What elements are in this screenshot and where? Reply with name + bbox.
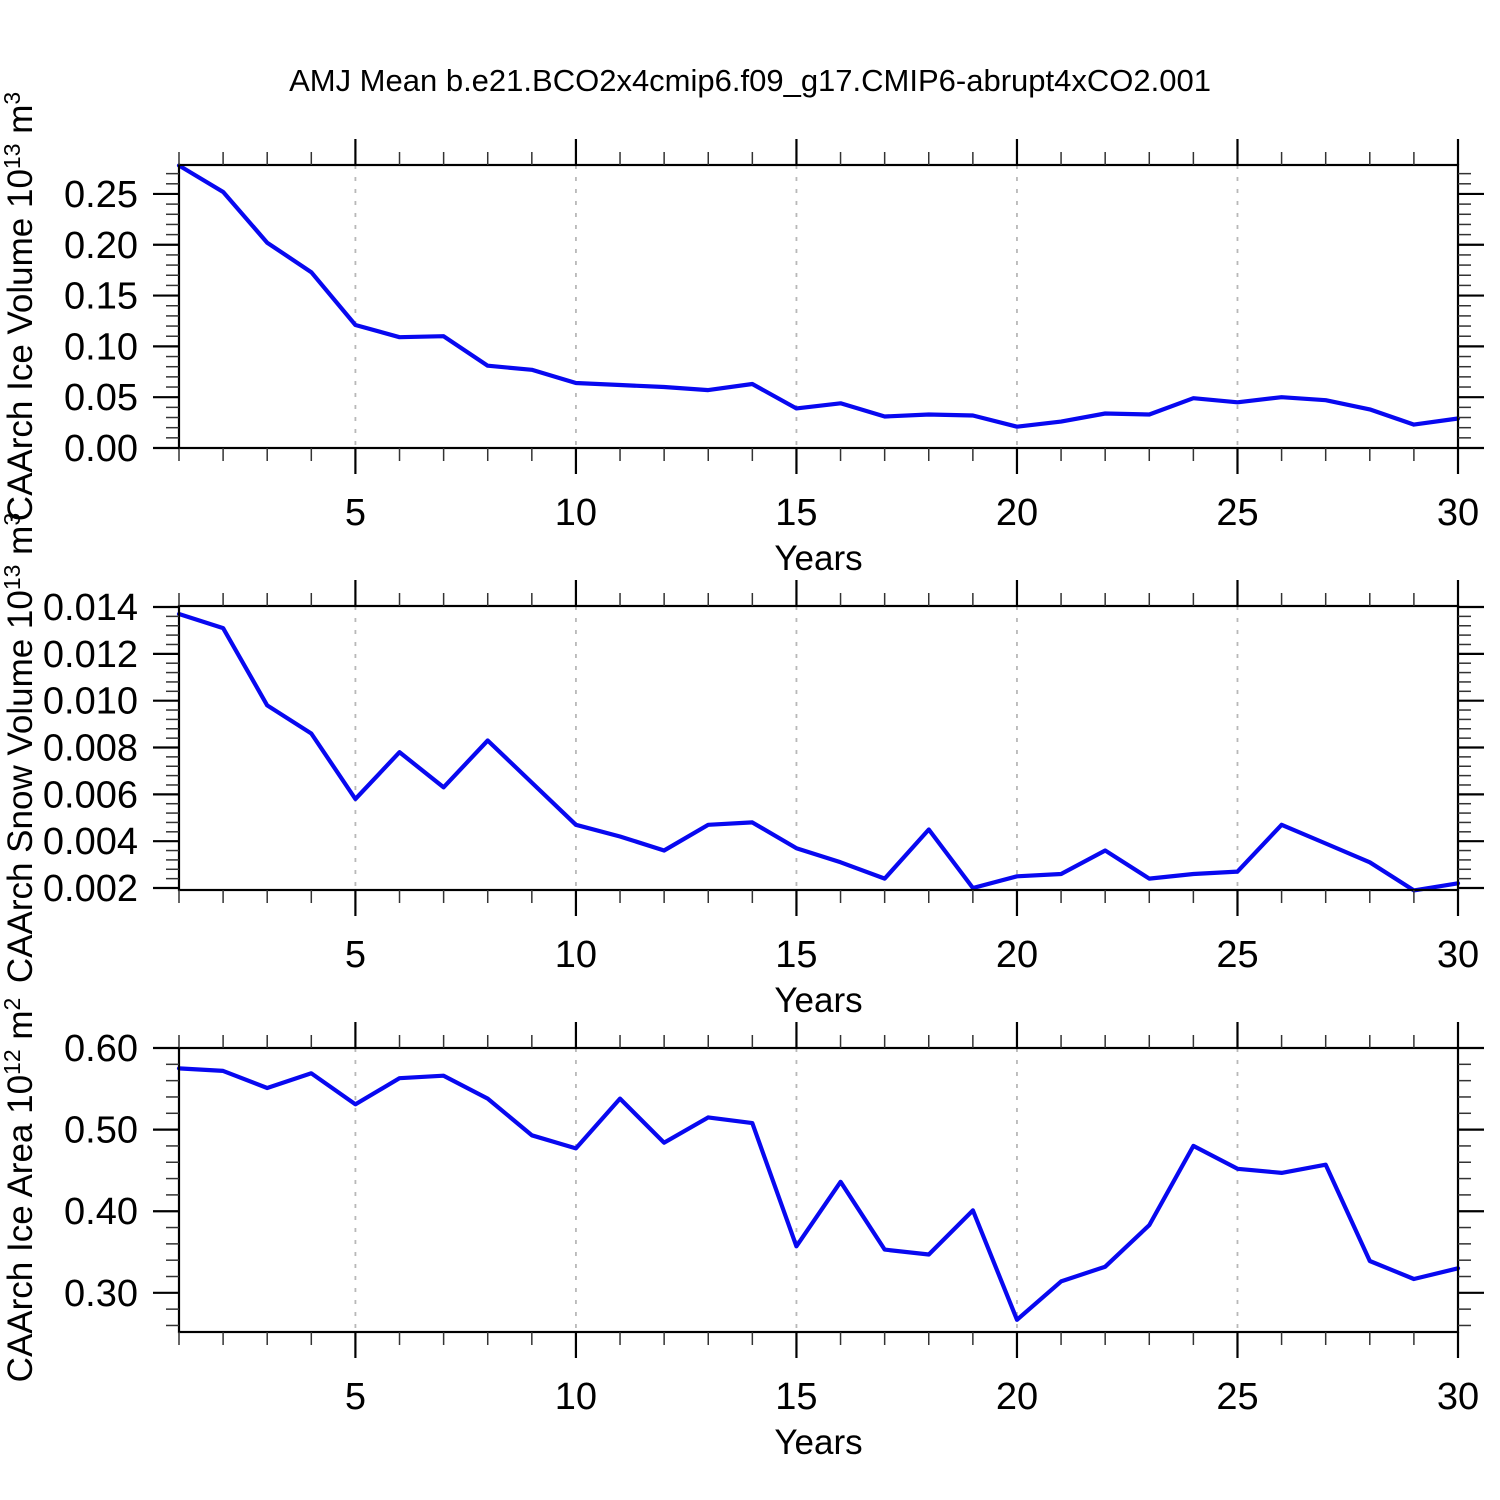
x-gridlines <box>354 165 1239 448</box>
y-tick-label: 0.006 <box>43 774 138 816</box>
x-axis-title: Years <box>774 981 862 1020</box>
plot-frame <box>177 604 1460 892</box>
x-tick-label: 20 <box>996 1376 1038 1418</box>
y-tick-label: 0.014 <box>43 587 138 629</box>
y-tick-label: 0.008 <box>43 728 138 770</box>
ticks <box>153 1022 1484 1358</box>
y-tick-label: 0.40 <box>64 1191 138 1233</box>
y-tick-label: 0.002 <box>43 868 138 910</box>
x-tick-label: 5 <box>345 1376 366 1418</box>
x-tick-label: 30 <box>1437 1376 1479 1418</box>
x-axis-title: Years <box>774 539 862 578</box>
caarch-ice-volume-panel: 5 10 15 20 25 30 0.00 0.05 0.10 0.15 0.20 0.25 Years… <box>0 92 1484 578</box>
y-tick-label: 0.004 <box>43 821 138 863</box>
y-tick-label: 0.25 <box>64 174 138 216</box>
x-tick-label: 25 <box>1216 492 1258 534</box>
y-tick-label: 0.010 <box>43 681 138 723</box>
y-axis-title: CAArch Snow Volume 1013 m3 <box>0 513 40 983</box>
y-axis-title: CAArch Ice Volume 1013 m3 <box>0 92 40 521</box>
y-tick-label: 0.012 <box>43 634 138 676</box>
caarch-ice-area-panel: 5 10 15 20 25 30 0.30 0.40 0.50 0.60 Years CAArch I… <box>0 998 1484 1462</box>
plot-frame <box>177 163 1460 450</box>
x-axis-title: Years <box>774 1423 862 1462</box>
x-tick-label: 10 <box>555 1376 597 1418</box>
x-tick-label: 5 <box>345 934 366 976</box>
x-tick-label: 10 <box>555 492 597 534</box>
x-tick-label: 15 <box>775 934 817 976</box>
caarch-ice-area-line <box>176 1066 1461 1322</box>
caarch-ice-volume-line <box>176 163 1461 429</box>
x-tick-label: 25 <box>1216 934 1258 976</box>
y-tick-label: 0.60 <box>64 1028 138 1070</box>
y-tick-label: 0.20 <box>64 225 138 267</box>
x-tick-label: 25 <box>1216 1376 1258 1418</box>
x-tick-label: 15 <box>775 492 817 534</box>
y-tick-label: 0.15 <box>64 276 138 318</box>
x-tick-label: 30 <box>1437 934 1479 976</box>
x-tick-label: 20 <box>996 934 1038 976</box>
x-tick-label: 20 <box>996 492 1038 534</box>
chart-title: AMJ Mean b.e21.BCO2x4cmip6.f09_g17.CMIP6… <box>289 63 1211 98</box>
y-axis-title: CAArch Ice Area 1012 m2 <box>0 998 40 1383</box>
caarch-snow-volume-line <box>176 611 1461 893</box>
y-tick-label: 0.10 <box>64 326 138 368</box>
y-tick-label: 0.50 <box>64 1110 138 1152</box>
x-tick-label: 5 <box>345 492 366 534</box>
ticks <box>153 580 1484 916</box>
y-tick-label: 0.30 <box>64 1273 138 1315</box>
ticks <box>153 139 1484 474</box>
y-tick-label: 0.05 <box>64 377 138 419</box>
y-tick-label: 0.00 <box>64 428 138 470</box>
x-tick-label: 15 <box>775 1376 817 1418</box>
plot-frame <box>177 1046 1460 1334</box>
x-gridlines <box>354 1048 1239 1332</box>
x-tick-label: 10 <box>555 934 597 976</box>
x-tick-label: 30 <box>1437 492 1479 534</box>
